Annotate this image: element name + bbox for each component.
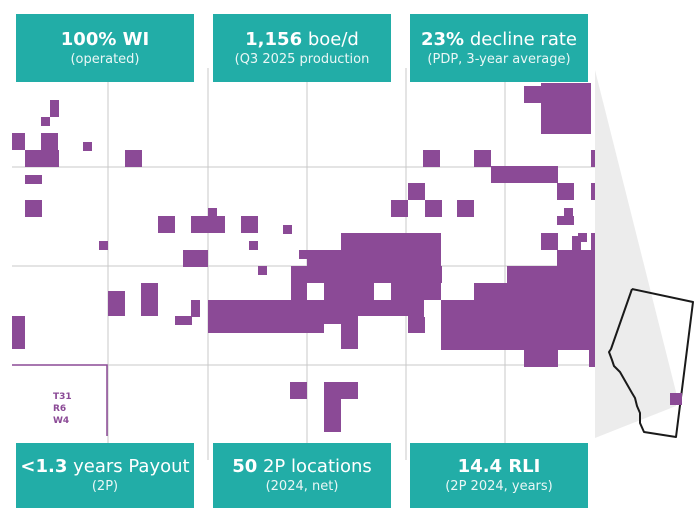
land-parcel bbox=[591, 233, 598, 266]
land-parcel bbox=[12, 133, 25, 150]
kpi-value: 14.4 RLI bbox=[457, 456, 541, 477]
land-parcel bbox=[391, 250, 425, 267]
land-parcel bbox=[183, 250, 208, 267]
property-location-marker bbox=[670, 393, 682, 405]
land-parcel bbox=[141, 283, 158, 316]
land-parcel bbox=[491, 166, 525, 183]
land-parcel bbox=[108, 291, 125, 316]
meridian: W4 bbox=[53, 416, 70, 426]
kpi-rli: 14.4 RLI (2P 2024, years) bbox=[410, 443, 588, 508]
land-parcel bbox=[541, 233, 558, 250]
kpi-value: 1,156 bbox=[245, 29, 303, 50]
land-parcel bbox=[41, 117, 50, 126]
kpi-subtitle: (2024, net) bbox=[265, 479, 339, 494]
land-parcel bbox=[208, 208, 217, 216]
land-parcel bbox=[158, 216, 175, 233]
township-number: T31 bbox=[53, 392, 72, 402]
kpi-subtitle: (PDP, 3-year average) bbox=[427, 52, 571, 67]
land-parcel bbox=[423, 150, 440, 167]
range-number: R6 bbox=[53, 404, 67, 414]
unleased-section bbox=[374, 283, 391, 300]
land-parcel bbox=[524, 86, 541, 103]
land-parcels bbox=[12, 83, 598, 432]
township-label: T31 R6 W4 bbox=[53, 391, 72, 427]
kpi-locations: 50 2P locations (2024, net) bbox=[213, 443, 391, 508]
kpi-subtitle: (operated) bbox=[70, 52, 140, 67]
unleased-section bbox=[424, 300, 441, 317]
land-parcel bbox=[591, 183, 598, 200]
kpi-subtitle: (2P 2024, years) bbox=[445, 479, 553, 494]
land-parcel bbox=[99, 241, 108, 250]
kpi-decline-rate: 23% decline rate (PDP, 3-year average) bbox=[410, 14, 588, 82]
land-parcel bbox=[457, 200, 474, 217]
kpi-working-interest: 100% WI (operated) bbox=[16, 14, 194, 82]
kpi-subtitle: (2P) bbox=[91, 479, 119, 494]
land-parcel bbox=[274, 300, 324, 333]
land-parcel bbox=[249, 241, 258, 250]
land-parcel bbox=[290, 382, 307, 399]
kpi-unit: 2P locations bbox=[257, 456, 372, 477]
land-parcel bbox=[425, 200, 442, 217]
land-parcel bbox=[541, 166, 558, 183]
kpi-value: 100% WI bbox=[60, 29, 150, 50]
land-parcel bbox=[191, 300, 200, 317]
land-parcel bbox=[324, 399, 341, 432]
kpi-payout: <1.3 years Payout (2P) bbox=[16, 443, 194, 508]
inset-zoom-wedge bbox=[595, 70, 676, 438]
land-parcel bbox=[589, 350, 598, 367]
kpi-value: 23% bbox=[421, 29, 465, 50]
land-parcel bbox=[41, 133, 58, 150]
land-parcel bbox=[83, 142, 92, 151]
land-parcel bbox=[283, 225, 292, 234]
land-parcel bbox=[557, 250, 598, 267]
land-parcel bbox=[557, 183, 574, 200]
land-parcel bbox=[307, 250, 341, 267]
land-parcel bbox=[25, 200, 42, 217]
land-parcel bbox=[408, 316, 425, 333]
land-parcel bbox=[391, 200, 408, 217]
land-parcel bbox=[474, 150, 491, 167]
land-parcel bbox=[541, 83, 591, 100]
land-parcel bbox=[25, 150, 59, 167]
land-parcel bbox=[408, 183, 425, 200]
alberta-outline bbox=[608, 288, 694, 438]
land-parcel bbox=[572, 236, 581, 250]
land-parcel bbox=[12, 316, 25, 349]
land-parcel bbox=[507, 266, 598, 283]
unleased-section bbox=[307, 283, 324, 300]
kpi-unit: years Payout bbox=[67, 456, 190, 477]
land-parcel bbox=[341, 316, 358, 349]
land-parcel bbox=[258, 266, 267, 275]
kpi-production: 1,156 boe/d (Q3 2025 production bbox=[213, 14, 391, 82]
kpi-value: 50 bbox=[232, 456, 258, 477]
land-parcel bbox=[524, 166, 541, 183]
township-grid bbox=[12, 68, 595, 460]
land-parcel bbox=[125, 150, 142, 167]
land-parcel bbox=[241, 216, 258, 233]
kpi-unit: boe/d bbox=[302, 29, 359, 50]
land-parcel bbox=[324, 382, 358, 399]
kpi-value: <1.3 bbox=[20, 456, 68, 477]
land-parcel bbox=[25, 175, 42, 184]
land-parcel bbox=[299, 250, 308, 259]
land-parcel bbox=[564, 208, 573, 217]
land-parcel bbox=[541, 358, 558, 367]
land-parcel bbox=[341, 233, 391, 266]
land-parcel bbox=[541, 100, 591, 134]
land-parcel bbox=[474, 283, 598, 316]
land-parcel bbox=[191, 216, 225, 233]
land-parcel bbox=[591, 150, 598, 167]
kpi-unit: decline rate bbox=[464, 29, 577, 50]
land-parcel bbox=[408, 266, 442, 283]
land-parcel bbox=[208, 300, 274, 333]
township-boundary bbox=[12, 364, 108, 436]
land-parcel bbox=[578, 233, 587, 242]
land-parcel bbox=[175, 316, 192, 325]
land-parcel bbox=[580, 316, 598, 349]
land-parcel bbox=[50, 100, 59, 117]
land-parcel bbox=[557, 216, 574, 225]
kpi-subtitle: (Q3 2025 production bbox=[234, 52, 370, 67]
